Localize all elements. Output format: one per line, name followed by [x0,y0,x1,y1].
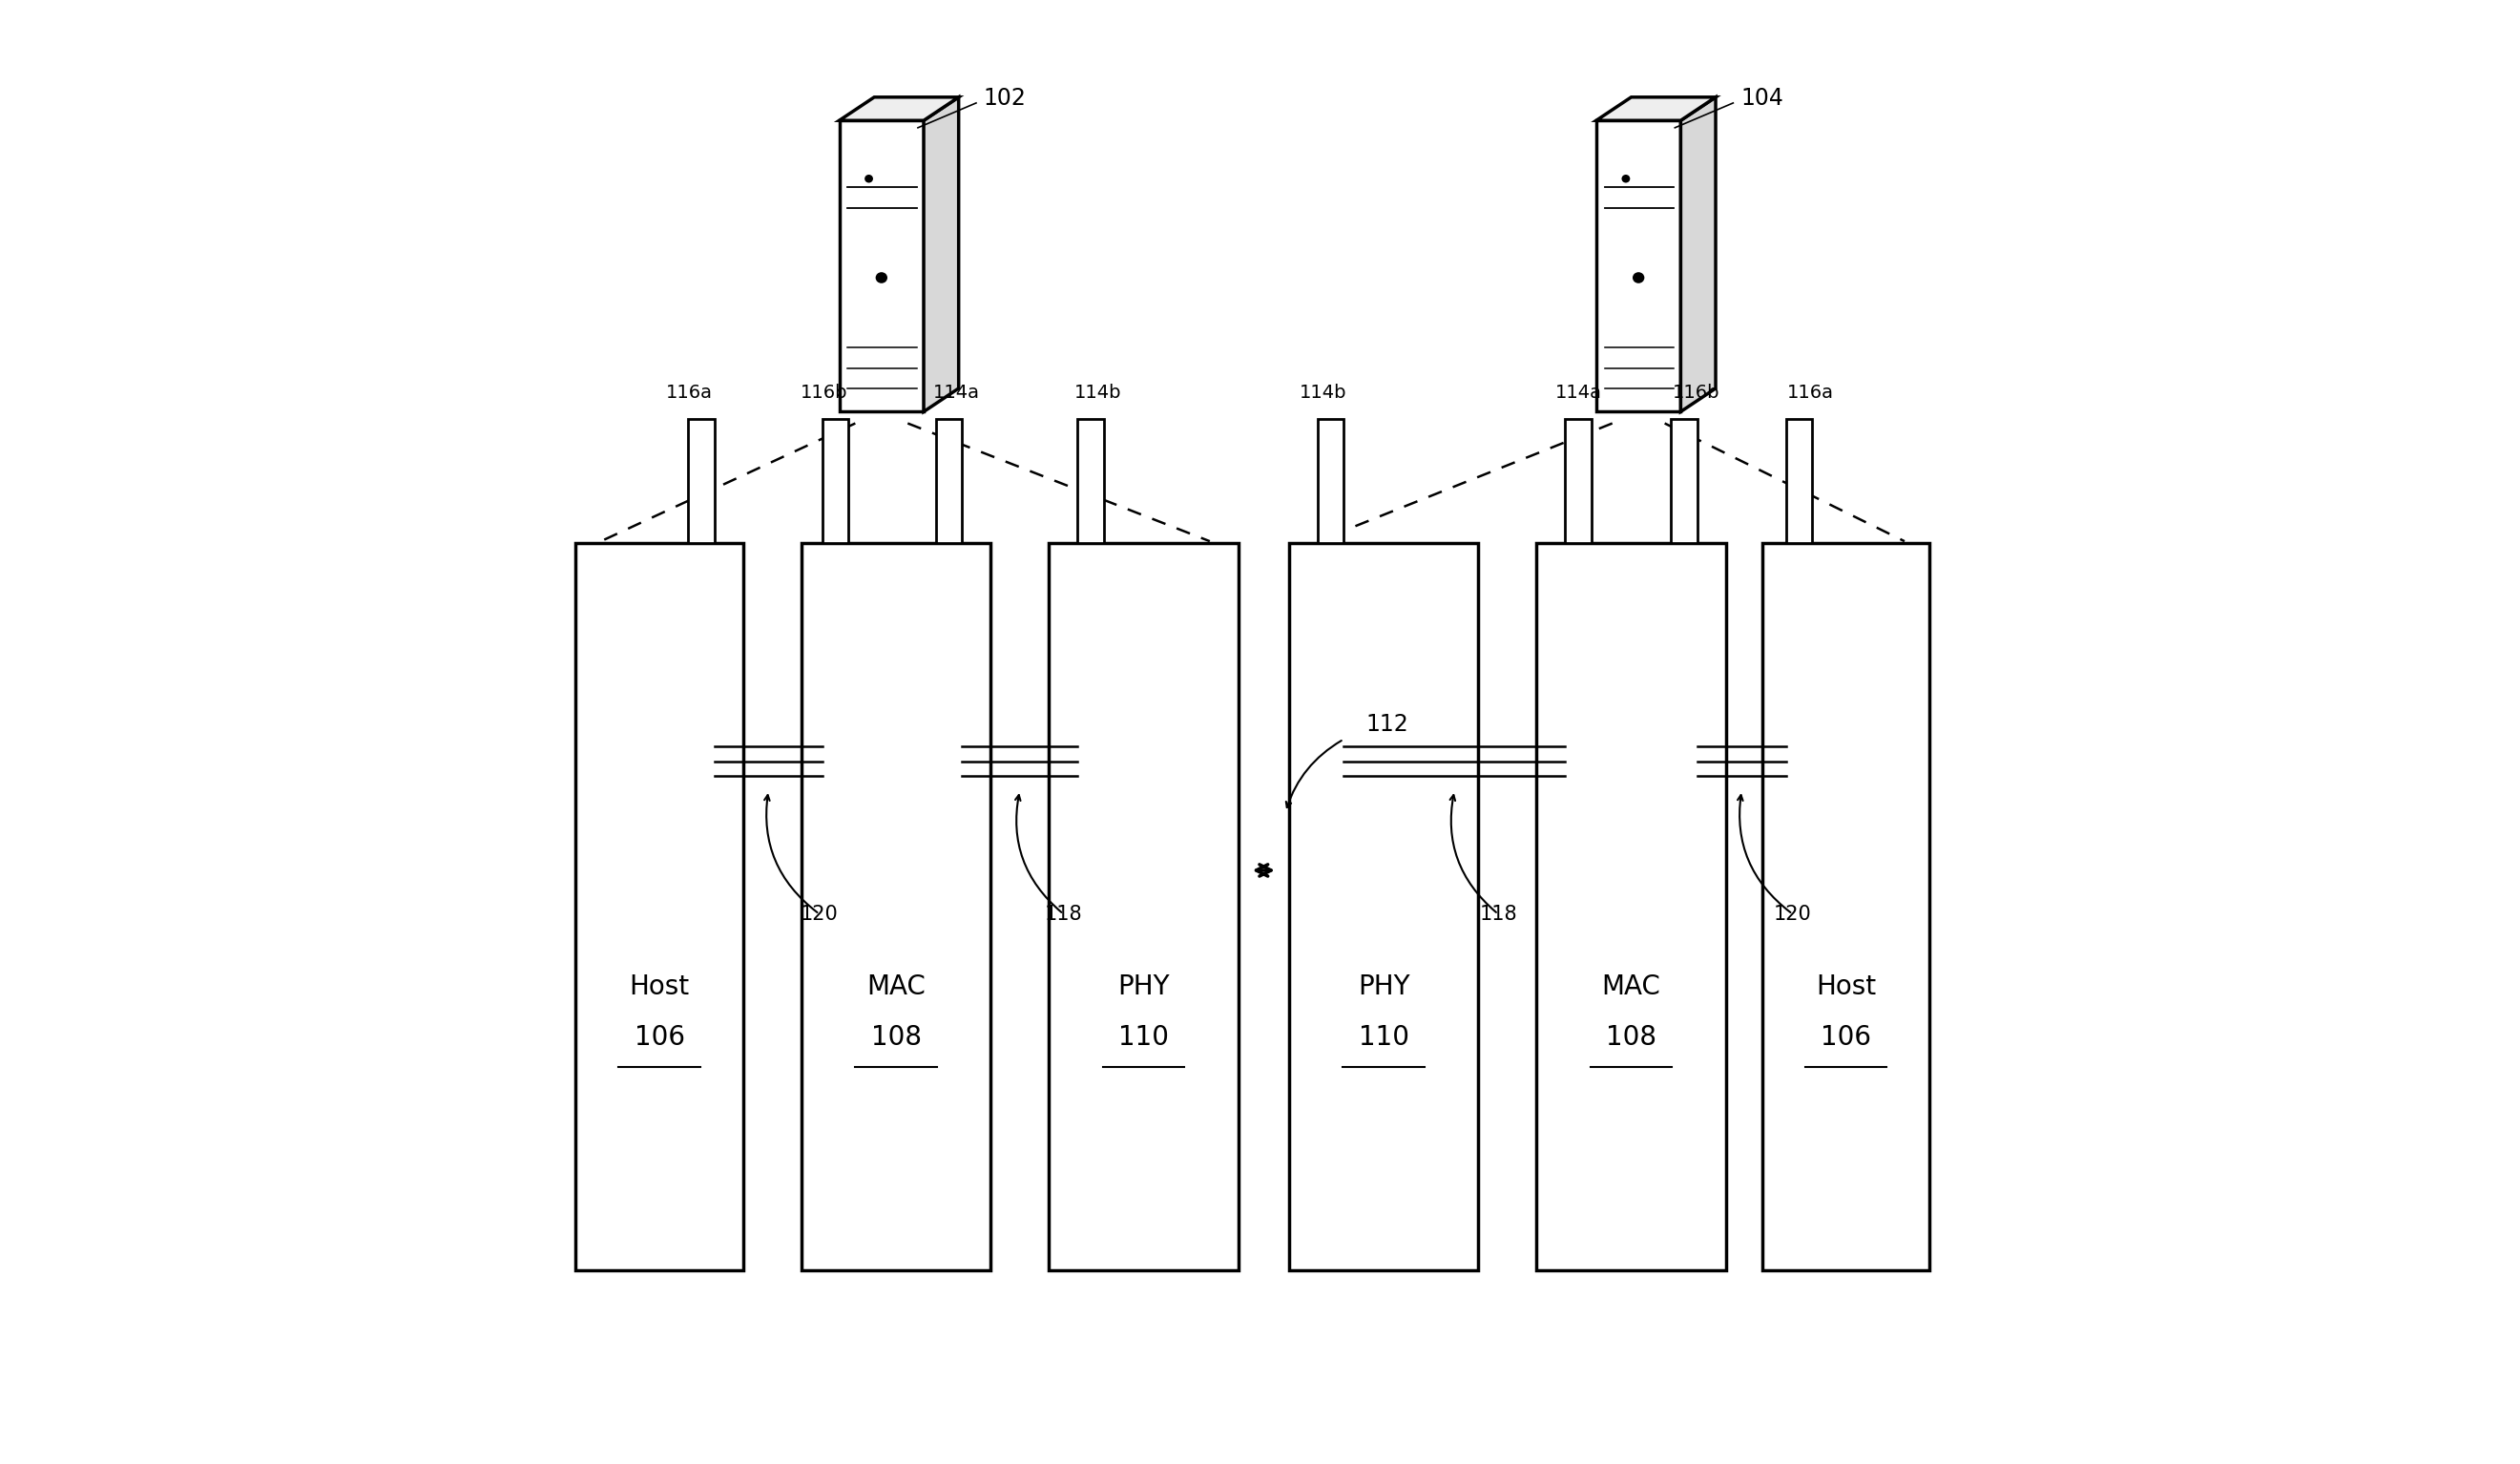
Text: 120: 120 [801,905,839,924]
Bar [1290,543,1479,1271]
Text: 110: 110 [1358,1025,1409,1051]
Ellipse shape [874,272,887,283]
Text: 114a: 114a [932,384,980,401]
Polygon shape [839,120,925,411]
Bar [1787,419,1812,543]
Bar [935,419,963,543]
Text: 108: 108 [872,1025,922,1051]
Bar [575,543,743,1271]
Text: 108: 108 [1605,1025,1656,1051]
Bar [1079,419,1104,543]
Text: MAC: MAC [867,974,925,1000]
Text: PHY: PHY [1358,974,1409,1000]
Text: 112: 112 [1366,713,1409,736]
Text: 116a: 116a [665,384,713,401]
Text: 104: 104 [1741,88,1784,110]
Bar [1761,543,1930,1271]
Ellipse shape [1620,174,1630,183]
Bar [688,419,716,543]
Bar [1537,543,1726,1271]
Bar [1048,543,1237,1271]
Text: PHY: PHY [1116,974,1169,1000]
Text: 114a: 114a [1555,384,1603,401]
Polygon shape [925,97,958,411]
Text: Host: Host [630,974,690,1000]
Text: 120: 120 [1774,905,1812,924]
Bar [822,419,849,543]
Bar [1671,419,1698,543]
Ellipse shape [864,174,872,183]
Polygon shape [1595,97,1716,120]
Text: 102: 102 [983,88,1026,110]
Text: 116b: 116b [1673,384,1719,401]
Polygon shape [1681,97,1716,411]
Text: 118: 118 [1046,905,1084,924]
Text: 106: 106 [1819,1025,1872,1051]
Text: 106: 106 [635,1025,685,1051]
Bar [801,543,990,1271]
Bar [1318,419,1343,543]
Text: 114b: 114b [1074,384,1121,401]
Text: Host: Host [1817,974,1875,1000]
Text: 118: 118 [1479,905,1517,924]
Bar [1565,419,1590,543]
Text: 116a: 116a [1787,384,1835,401]
Polygon shape [1595,120,1681,411]
Text: 110: 110 [1119,1025,1169,1051]
Text: 116b: 116b [801,384,847,401]
Polygon shape [839,97,958,120]
Ellipse shape [1633,272,1646,283]
Text: MAC: MAC [1603,974,1661,1000]
Text: 114b: 114b [1300,384,1348,401]
